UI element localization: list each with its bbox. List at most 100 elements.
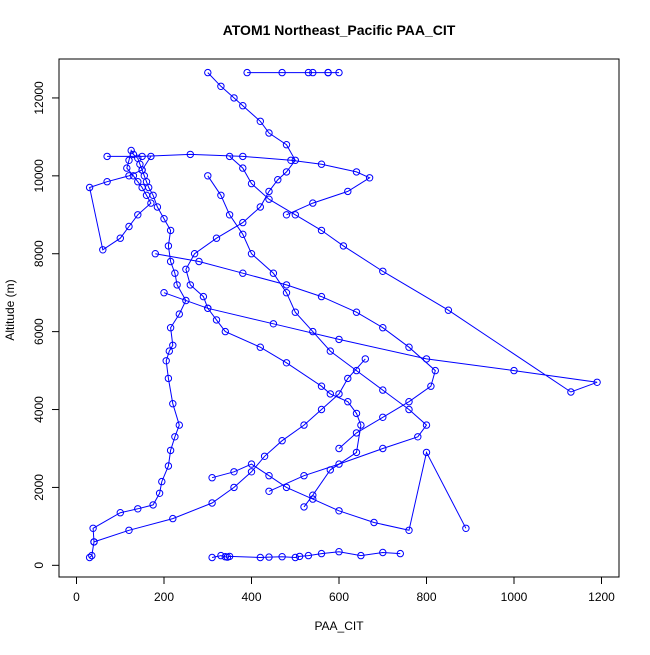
data-point (103, 178, 111, 186)
series-5 (160, 152, 601, 396)
data-point (593, 378, 601, 386)
data-point (127, 146, 135, 155)
data-point (169, 514, 177, 523)
data-point (243, 68, 251, 77)
data-point (204, 304, 212, 312)
data-point (239, 164, 247, 172)
data-point (142, 191, 151, 200)
data-point (212, 234, 221, 242)
data-point (567, 388, 575, 396)
data-point (265, 553, 273, 561)
data-point (278, 437, 286, 445)
data-point (166, 324, 175, 332)
data-point (265, 129, 273, 137)
data-point (90, 538, 98, 546)
data-point (230, 94, 238, 102)
data-point (256, 343, 264, 351)
data-point (344, 187, 352, 196)
data-point (335, 460, 343, 468)
data-point (182, 296, 190, 305)
data-point (239, 269, 247, 277)
data-point (335, 335, 343, 344)
data-point (422, 355, 431, 363)
series-line (107, 153, 371, 216)
data-point (462, 524, 470, 532)
y-tick-label: 2000 (32, 474, 46, 501)
data-point (379, 324, 387, 332)
data-point (278, 553, 286, 561)
series-line (211, 450, 467, 531)
data-point (335, 444, 343, 453)
data-point (160, 289, 168, 297)
data-point (103, 152, 111, 161)
data-point (317, 160, 326, 168)
data-point (182, 265, 190, 273)
data-point (282, 483, 291, 492)
data-point (171, 269, 179, 277)
data-point (166, 446, 175, 455)
series-4 (204, 172, 431, 495)
data-point (125, 172, 133, 180)
data-point (217, 82, 225, 91)
data-point (89, 524, 97, 532)
data-point (300, 472, 308, 480)
x-tick-label: 400 (241, 590, 261, 604)
y-tick-label: 6000 (32, 318, 46, 345)
data-point (444, 306, 453, 314)
data-point (239, 102, 247, 110)
data-point (309, 199, 317, 207)
data-point (309, 491, 317, 499)
data-point (230, 468, 238, 476)
series-7 (151, 250, 439, 453)
data-point (164, 242, 173, 250)
data-point (326, 390, 334, 398)
series-line (207, 175, 428, 492)
series-9 (243, 68, 343, 77)
data-point (335, 390, 343, 398)
data-point (405, 343, 413, 351)
data-point (317, 292, 326, 301)
data-point (260, 452, 269, 460)
data-point (239, 152, 247, 161)
data-point (317, 405, 326, 414)
data-point (230, 483, 238, 492)
data-point (190, 250, 199, 258)
data-point (335, 68, 343, 77)
x-axis-label: PAA_CIT (314, 619, 364, 633)
data-point (295, 552, 304, 561)
data-point (282, 289, 291, 297)
y-axis-label: Altitude (m) (3, 279, 17, 340)
data-point (396, 549, 404, 558)
data-point (208, 499, 216, 507)
data-point (300, 503, 308, 511)
y-tick-label: 4000 (32, 396, 46, 423)
data-point (405, 405, 413, 414)
data-point (265, 487, 273, 495)
data-point (195, 257, 203, 266)
data-point (134, 211, 142, 219)
data-point (225, 211, 234, 219)
data-point (134, 505, 142, 513)
data-point (344, 398, 352, 406)
y-tick-label: 8000 (32, 240, 46, 267)
data-point (317, 549, 326, 558)
data-point (256, 203, 264, 211)
data-point (278, 68, 286, 77)
data-point (186, 150, 195, 159)
data-point (324, 68, 332, 77)
data-point (138, 166, 146, 174)
series-8 (103, 150, 374, 219)
data-point (125, 222, 133, 231)
data-point (309, 68, 317, 77)
data-point (309, 327, 317, 336)
data-point (326, 347, 334, 355)
data-point (138, 183, 146, 192)
data-point (129, 172, 138, 180)
data-point (204, 68, 212, 77)
data-point (352, 429, 361, 437)
x-tick-label: 1000 (501, 590, 528, 604)
series-line (163, 156, 598, 393)
data-point (304, 551, 313, 560)
data-point (123, 164, 131, 172)
data-point (166, 257, 175, 266)
